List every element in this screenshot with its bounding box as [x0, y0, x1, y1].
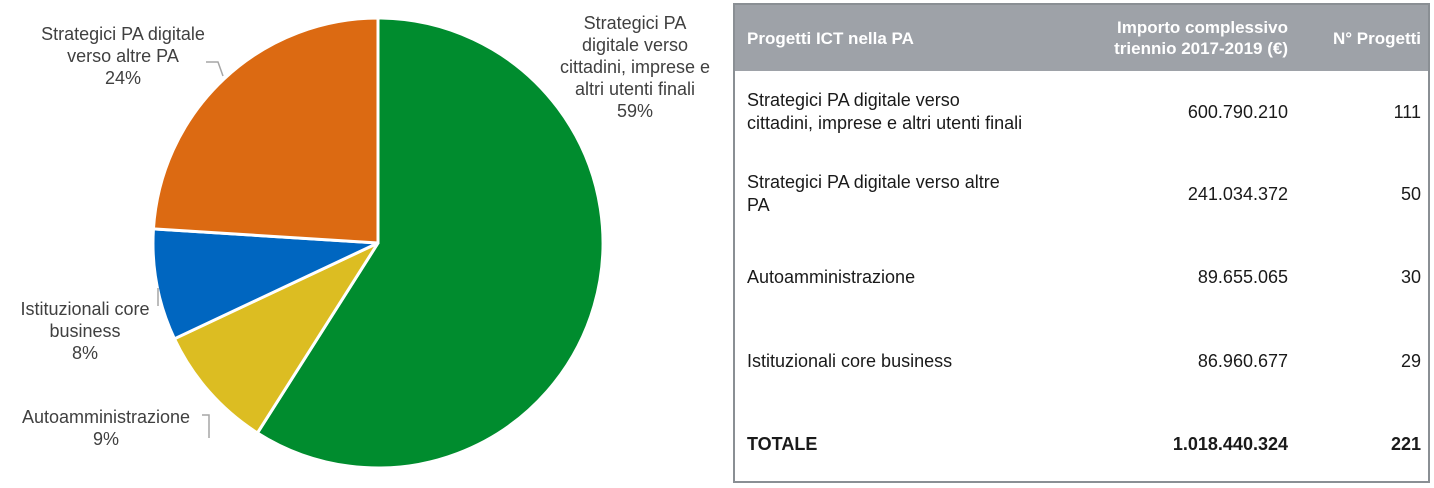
row-name: Istituzionali core business [747, 350, 953, 371]
pie-label-autoamministrazione-name: Autoamministrazione [21, 407, 191, 427]
row-name-line2: cittadini, imprese e altri utenti finali [747, 113, 1023, 133]
pie-label-autoamministrazione-pct: 9% [92, 429, 119, 449]
row-amount: 86.960.677 [1197, 350, 1288, 371]
projects-table: Progetti ICT nella PA Importo complessiv… [733, 3, 1430, 483]
header-importo: Importo complessivo triennio 2017-2019 (… [1070, 5, 1288, 71]
pie-label-cittadini-pct: 59% [616, 101, 654, 121]
row-count: 111 [1393, 101, 1421, 122]
row-amount: 241.034.372 [1187, 183, 1288, 204]
header-importo-line1: Importo complessivo [1117, 18, 1288, 37]
row-name-line1: Strategici PA digitale verso altre [747, 172, 1000, 192]
row-amount: 600.790.210 [1187, 101, 1288, 122]
table-row: Autoamministrazione 89.655.065 30 [735, 235, 1428, 319]
pie-label-istituzionali-pct: 8% [71, 343, 98, 363]
header-progetti-ict: Progetti ICT nella PA [747, 28, 914, 48]
table-total-row: TOTALE 1.018.440.324 221 [735, 403, 1428, 481]
total-label: TOTALE [747, 433, 818, 454]
leader-line-autoamministrazione [202, 414, 210, 438]
row-name: Strategici PA digitale verso cittadini, … [747, 71, 1077, 153]
table-row: Strategici PA digitale verso altre PA 24… [735, 153, 1428, 235]
row-name: Strategici PA digitale verso altre PA [747, 153, 1077, 235]
pie-label-cittadini: Strategici PA digitale verso cittadini, … [530, 12, 740, 122]
header-n-progetti: N° Progetti [1332, 28, 1421, 48]
row-name: Autoamministrazione [747, 266, 916, 287]
header-importo-line2: triennio 2017-2019 (€) [1114, 39, 1288, 58]
table-header: Progetti ICT nella PA Importo complessiv… [735, 5, 1428, 71]
row-amount: 89.655.065 [1197, 266, 1288, 287]
row-name-line1: Strategici PA digitale verso [747, 90, 960, 110]
row-count: 30 [1400, 266, 1421, 287]
row-count: 50 [1400, 183, 1421, 204]
total-amount: 1.018.440.324 [1172, 433, 1288, 454]
pie-slice-strategici-pa-digitale-verso-cittadini-imprese-e-altri-utenti-finali [255, 16, 605, 470]
pie-leader-lines [157, 61, 224, 438]
table-row: Istituzionali core business 86.960.677 2… [735, 319, 1428, 403]
table-row: Strategici PA digitale verso cittadini, … [735, 71, 1428, 153]
row-count: 29 [1400, 350, 1421, 371]
pie-chart-area: Strategici PA digitale verso cittadini, … [5, 13, 710, 470]
leader-line-altre-pa [206, 61, 224, 77]
pie-label-altre-pa-name: Strategici PA digitale verso altre PA [41, 24, 205, 66]
pie-label-cittadini-name: Strategici PA digitale verso cittadini, … [559, 13, 711, 99]
pie-label-altre-pa-pct: 24% [104, 68, 142, 88]
total-count: 221 [1390, 433, 1421, 454]
pie-label-altre-pa: Strategici PA digitale verso altre PA 24… [18, 23, 228, 89]
pie-slice-autoamministrazione [172, 241, 380, 435]
pie-chart [151, 16, 605, 470]
pie-label-autoamministrazione: Autoamministrazione 9% [6, 406, 206, 450]
row-name-line2: PA [747, 195, 770, 215]
pie-slice-istituzionali-core-business [151, 227, 380, 341]
pie-slice-strategici-pa-digitale-verso-altre-pa [151, 16, 380, 245]
pie-label-istituzionali-name: Istituzionali core business [20, 299, 150, 341]
pie-label-istituzionali: Istituzionali core business 8% [5, 298, 165, 364]
pie-slices [151, 16, 605, 470]
